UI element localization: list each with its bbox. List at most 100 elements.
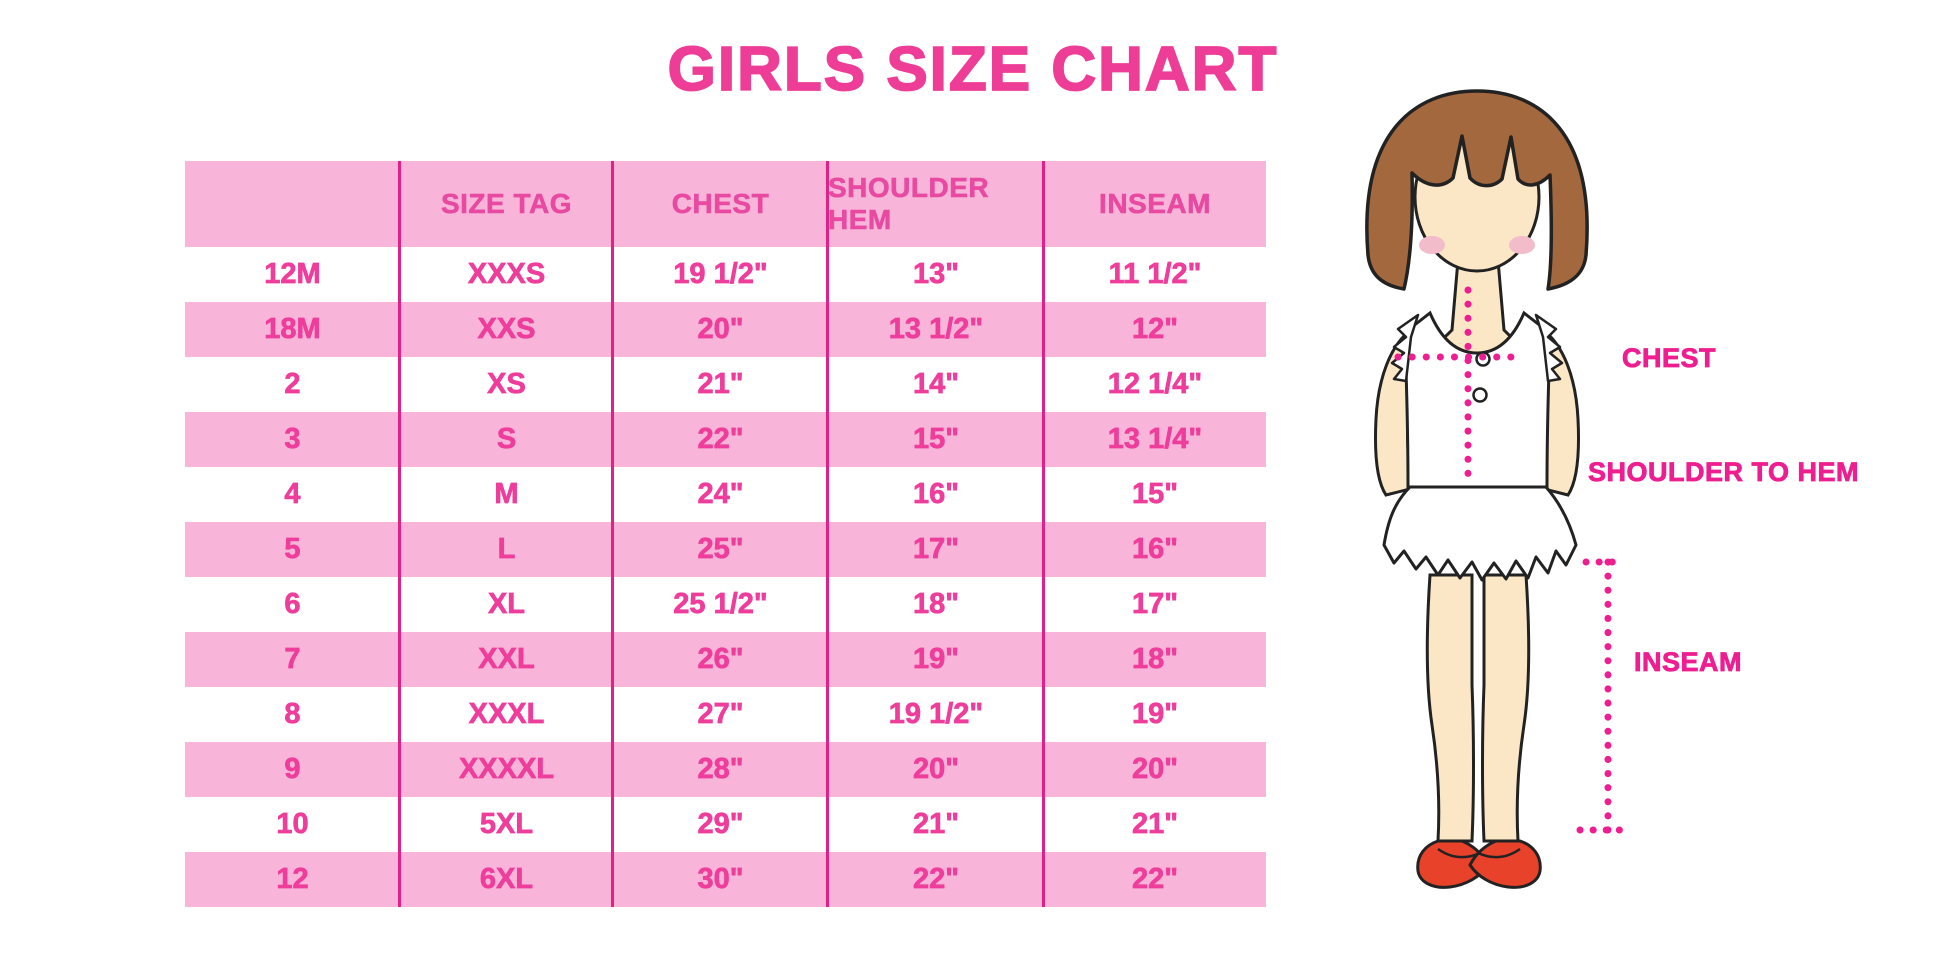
table-cell: XS [487,368,526,401]
blush-left-icon [1419,236,1445,254]
peplum-skirt [1382,485,1578,582]
table-cell: M [494,478,519,511]
column-divider [1042,161,1045,907]
table-cell: XL [487,588,526,621]
table-cell: 16" [1131,533,1179,566]
table-cell: XXXL [468,698,545,731]
table-row: 5 L 25" 17" 16" [185,522,1266,577]
table-cell: XXL [478,643,535,676]
table-cell: 18" [1131,643,1179,676]
table-cell: 20" [697,313,744,346]
table-cell: 5 [284,533,301,566]
table-cell: 20" [1131,753,1179,786]
table-row: 12 6XL 30" 22" 22" [185,852,1266,907]
table-cell: 5XL [479,808,534,841]
table-cell: 21" [1131,808,1179,841]
table-cell: 29" [697,808,744,841]
table-cell: 8 [284,698,301,731]
table-cell: 11 1/2" [1108,258,1202,291]
table-cell: 17" [1131,588,1179,621]
table-cell: 22" [912,863,960,896]
table-cell: 22" [1131,863,1179,896]
table-cell: 3 [284,423,301,456]
shoulder-to-hem-measure-label: SHOULDER TO HEM [1588,457,1860,488]
table-cell: 13 1/2" [888,313,984,346]
table-cell: 4 [284,478,301,511]
table-cell: 19" [1131,698,1179,731]
table-row: 3 S 22" 15" 13 1/4" [185,412,1266,467]
table-row: 12M XXXS 19 1/2" 13" 11 1/2" [185,247,1266,302]
table-cell: 16" [912,478,960,511]
table-row: 6 XL 25 1/2" 18" 17" [185,577,1266,632]
inseam-measure-label: INSEAM [1634,647,1743,678]
table-cell: 2 [284,368,301,401]
table-cell: 30" [697,863,744,896]
button-bottom [1472,387,1488,403]
column-header: SHOULDER HEM [828,172,990,236]
right-leg [1481,573,1531,843]
table-cell: 7 [284,643,301,676]
column-divider [826,161,829,907]
blush-right-icon [1509,236,1535,254]
table-cell: 14" [912,368,960,401]
left-leg [1425,573,1475,843]
girl-measurement-diagram [1365,89,1628,889]
size-table-body: 12M XXXS 19 1/2" 13" 11 1/2" 18M XXS 20" 13 1/2"… [185,247,1266,907]
table-cell: 25 1/2" [673,588,768,621]
hair [1365,89,1589,291]
table-cell: 27" [697,698,744,731]
table-cell: 12 1/4" [1107,368,1203,401]
table-row: 7 XXL 26" 19" 18" [185,632,1266,687]
table-cell: 19" [912,643,960,676]
column-header: SIZE TAG [440,188,573,220]
column-divider [611,161,614,907]
table-cell: 17" [912,533,960,566]
table-cell: 6 [284,588,301,621]
table-cell: 9 [284,753,301,786]
table-cell: L [497,533,516,566]
table-cell: 21" [912,808,960,841]
table-cell: 20" [912,753,960,786]
table-cell: 18" [912,588,960,621]
size-table: SIZE TAG CHEST SHOULDER HEM INSEAM 12M XXXS 1… [185,161,1266,907]
table-cell: S [496,423,517,456]
table-row: 4 M 24" 16" 15" [185,467,1266,522]
table-cell: 6XL [479,863,534,896]
table-cell: 13 1/4" [1107,423,1203,456]
right-shoe-strap [1477,847,1521,859]
size-table-header-row: SIZE TAG CHEST SHOULDER HEM INSEAM [185,161,1266,247]
chest-measure-label: CHEST [1622,343,1717,374]
table-cell: 12" [1131,313,1179,346]
table-row: 10 5XL 29" 21" 21" [185,797,1266,852]
table-cell: 12 [276,863,309,896]
table-cell: 19 1/2" [888,698,984,731]
page-title: GIRLS SIZE CHART [667,34,1279,105]
right-shoulder-ruffle [1534,313,1564,383]
table-cell: 15" [1131,478,1179,511]
table-row: 9 XXXXL 28" 20" 20" [185,742,1266,797]
column-header: CHEST [671,188,770,220]
table-row: 18M XXS 20" 13 1/2" 12" [185,302,1266,357]
table-cell: 28" [697,753,744,786]
table-cell: 18M [264,313,321,346]
table-cell: XXXS [467,258,546,291]
table-cell: 26" [697,643,744,676]
table-cell: 24" [697,478,744,511]
column-divider [398,161,401,907]
column-header: INSEAM [1099,188,1211,220]
table-row: 8 XXXL 27" 19 1/2" 19" [185,687,1266,742]
table-cell: 10 [276,808,309,841]
table-cell: 22" [697,423,744,456]
table-cell: 13" [912,258,960,291]
table-cell: 19 1/2" [673,258,768,291]
table-cell: XXXXL [458,753,555,786]
table-cell: 25" [697,533,744,566]
column-header [185,161,400,247]
left-shoulder-ruffle [1390,313,1420,383]
table-row: 2 XS 21" 14" 12 1/4" [185,357,1266,412]
table-cell: 15" [912,423,960,456]
table-cell: 12M [264,258,321,291]
table-cell: XXS [477,313,536,346]
right-shoe [1468,839,1542,889]
table-cell: 21" [697,368,744,401]
